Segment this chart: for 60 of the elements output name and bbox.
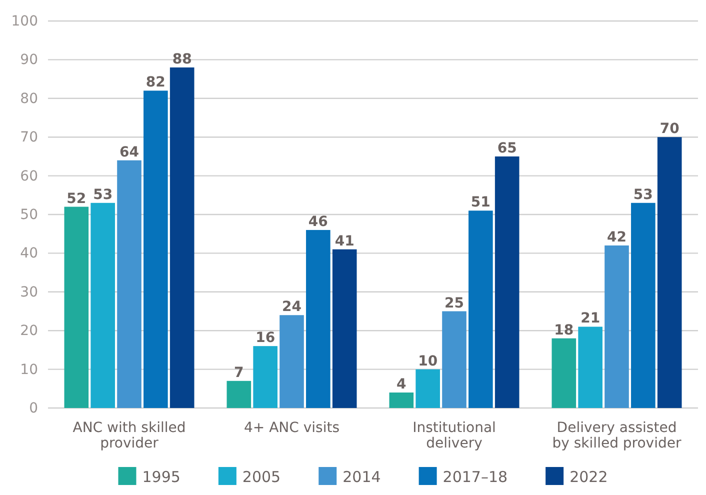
y-tick-label: 40 (20, 246, 38, 262)
data-label: 24 (282, 299, 302, 316)
data-label: 52 (66, 190, 86, 207)
data-label: 46 (308, 214, 328, 230)
data-label: 64 (120, 144, 140, 160)
legend-label: 1995 (142, 468, 180, 486)
data-label: 16 (256, 330, 276, 346)
x-tick-label: ANC with skilled provider (72, 420, 186, 452)
y-tick-label: 50 (20, 206, 38, 223)
bar (253, 346, 278, 408)
legend-label: 2014 (342, 468, 381, 486)
y-tick-label: 90 (20, 52, 38, 68)
data-label: 51 (470, 194, 490, 211)
bar (170, 67, 194, 408)
bar (144, 90, 168, 408)
x-tick-label: Institutional delivery (412, 420, 496, 452)
data-label: 53 (633, 186, 653, 203)
y-tick-label: 60 (20, 168, 38, 184)
x-tick-label: Delivery assisted by skilled provider (552, 420, 682, 452)
legend-label: 2017–18 (442, 468, 508, 486)
y-tick-label: 20 (20, 323, 38, 340)
data-label: 82 (146, 74, 166, 91)
data-label: 88 (172, 51, 192, 68)
data-label: 70 (660, 121, 680, 138)
y-tick-label: 70 (20, 130, 38, 146)
legend-label: 2022 (570, 468, 608, 486)
bar (117, 160, 142, 408)
y-tick-label: 0 (29, 400, 38, 416)
bar (64, 206, 89, 408)
bar (604, 245, 629, 408)
x-tick-label: 4+ ANC visits (244, 420, 340, 436)
data-label: 10 (418, 353, 438, 370)
data-label: 53 (93, 186, 113, 203)
legend-label: 2005 (242, 468, 281, 486)
data-label: 7 (234, 364, 244, 381)
bar (389, 392, 414, 408)
data-label: 41 (334, 233, 354, 250)
bar (306, 230, 330, 408)
bar (90, 202, 115, 408)
bar (657, 137, 682, 408)
data-label: 4 (396, 376, 407, 393)
bar (468, 210, 493, 408)
data-label: 25 (444, 295, 464, 312)
y-tick-label: 80 (20, 90, 38, 107)
bar (226, 380, 252, 408)
data-label: 65 (497, 140, 517, 156)
y-tick-label: 30 (20, 284, 38, 300)
bar (494, 156, 520, 408)
y-tick-label: 100 (11, 13, 38, 30)
data-label: 42 (607, 229, 626, 246)
bar (552, 338, 576, 408)
bar (280, 315, 304, 408)
bar (631, 202, 656, 408)
data-label: 21 (580, 310, 600, 327)
bar (332, 249, 357, 408)
data-label: 18 (554, 322, 574, 338)
y-tick-label: 10 (20, 362, 38, 378)
bar (442, 311, 466, 408)
bar (416, 369, 440, 408)
bar (578, 326, 602, 408)
